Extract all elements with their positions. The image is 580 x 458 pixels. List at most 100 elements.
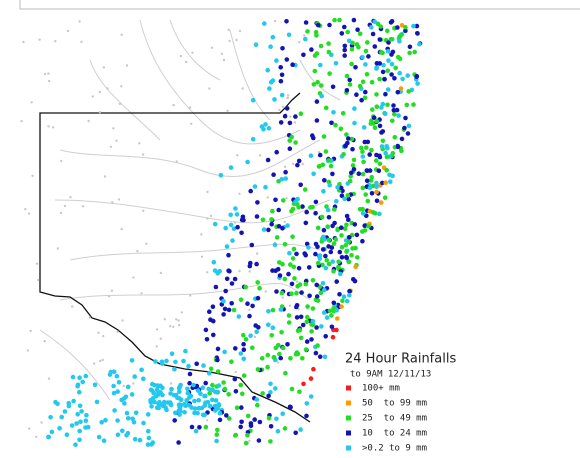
station-dot xyxy=(77,428,82,434)
station-dot xyxy=(77,389,82,395)
station-dot xyxy=(266,393,271,399)
station-dot xyxy=(325,207,331,213)
station-dot xyxy=(290,206,296,212)
station-dot xyxy=(270,34,276,40)
station-dot xyxy=(111,390,117,396)
station-dot xyxy=(385,145,390,151)
station-dot xyxy=(93,362,96,365)
station-dot xyxy=(269,333,275,338)
station-dot xyxy=(75,382,81,388)
station-dot xyxy=(66,400,71,406)
station-dot xyxy=(149,404,154,409)
station-dot xyxy=(153,359,158,364)
station-dot xyxy=(138,142,141,145)
station-dot xyxy=(342,24,347,30)
station-dot xyxy=(102,66,106,69)
station-dot xyxy=(235,224,240,230)
station-dot xyxy=(384,167,390,173)
station-dot xyxy=(75,412,80,417)
station-dot xyxy=(282,242,288,247)
station-dot xyxy=(124,410,130,416)
station-dot xyxy=(178,382,183,388)
station-dot xyxy=(415,81,420,86)
station-dot xyxy=(111,383,116,389)
station-dot xyxy=(340,298,345,304)
station-dot xyxy=(250,345,255,351)
station-dot xyxy=(156,405,161,411)
station-dot xyxy=(202,393,207,399)
station-dot xyxy=(367,152,373,157)
station-dot xyxy=(360,185,366,191)
station-dot xyxy=(229,301,234,306)
station-dot xyxy=(266,415,272,421)
station-dot xyxy=(321,189,326,194)
station-dot xyxy=(317,152,323,158)
station-dot xyxy=(412,49,418,55)
station-dot xyxy=(349,61,354,67)
station-dot xyxy=(335,185,340,190)
station-dot xyxy=(117,198,121,201)
station-dot xyxy=(243,440,249,446)
station-dot xyxy=(212,403,218,409)
station-dot xyxy=(298,427,303,432)
station-dot xyxy=(46,434,51,440)
station-dot xyxy=(252,417,257,422)
station-dot xyxy=(226,392,231,397)
station-dot xyxy=(319,83,324,88)
station-dot xyxy=(372,125,378,130)
station-dot xyxy=(385,102,390,108)
station-dot xyxy=(324,258,330,263)
station-dot xyxy=(362,95,368,101)
station-dot xyxy=(303,36,308,42)
station-dot xyxy=(228,39,231,43)
station-dot xyxy=(272,97,277,102)
legend-swatch xyxy=(346,400,351,406)
legend-label: 10 to 24 mm xyxy=(362,429,427,439)
station-dot xyxy=(403,28,408,34)
station-dot xyxy=(286,271,291,277)
station-dot xyxy=(347,235,352,240)
station-dot xyxy=(383,111,388,116)
station-dot xyxy=(129,392,135,397)
station-dot xyxy=(345,181,351,186)
station-dot xyxy=(254,214,260,219)
station-dot xyxy=(60,159,63,163)
station-dot xyxy=(177,319,180,322)
station-dot xyxy=(255,367,261,372)
station-dot xyxy=(216,383,222,388)
station-dot xyxy=(299,290,304,295)
station-dot xyxy=(314,99,320,104)
station-dot xyxy=(369,147,374,153)
station-dot xyxy=(194,361,199,367)
station-dot xyxy=(266,126,272,131)
station-dot xyxy=(173,359,178,365)
station-dot xyxy=(344,249,349,254)
station-dot xyxy=(266,227,271,233)
station-dot xyxy=(319,324,324,329)
station-dot xyxy=(238,382,244,388)
station-dot xyxy=(43,72,47,76)
station-dot xyxy=(215,427,220,433)
station-dot xyxy=(379,144,385,149)
station-dot xyxy=(411,23,416,29)
station-dot xyxy=(322,287,327,293)
station-dot xyxy=(318,43,324,49)
station-dot xyxy=(189,294,192,297)
station-dot xyxy=(96,434,102,440)
station-dot xyxy=(298,182,304,188)
station-dot xyxy=(354,232,360,238)
station-dot xyxy=(257,286,262,291)
station-dot xyxy=(92,382,98,388)
station-dot xyxy=(249,242,255,248)
station-dot xyxy=(47,125,50,128)
station-dot xyxy=(310,318,316,324)
station-dot xyxy=(294,251,299,257)
station-dot xyxy=(221,312,226,317)
station-dot xyxy=(329,245,335,250)
station-dot xyxy=(333,237,339,242)
station-dot xyxy=(120,227,124,231)
station-dot xyxy=(289,291,294,297)
station-dot xyxy=(268,44,273,49)
station-dot xyxy=(275,429,281,434)
station-dot xyxy=(360,149,365,154)
